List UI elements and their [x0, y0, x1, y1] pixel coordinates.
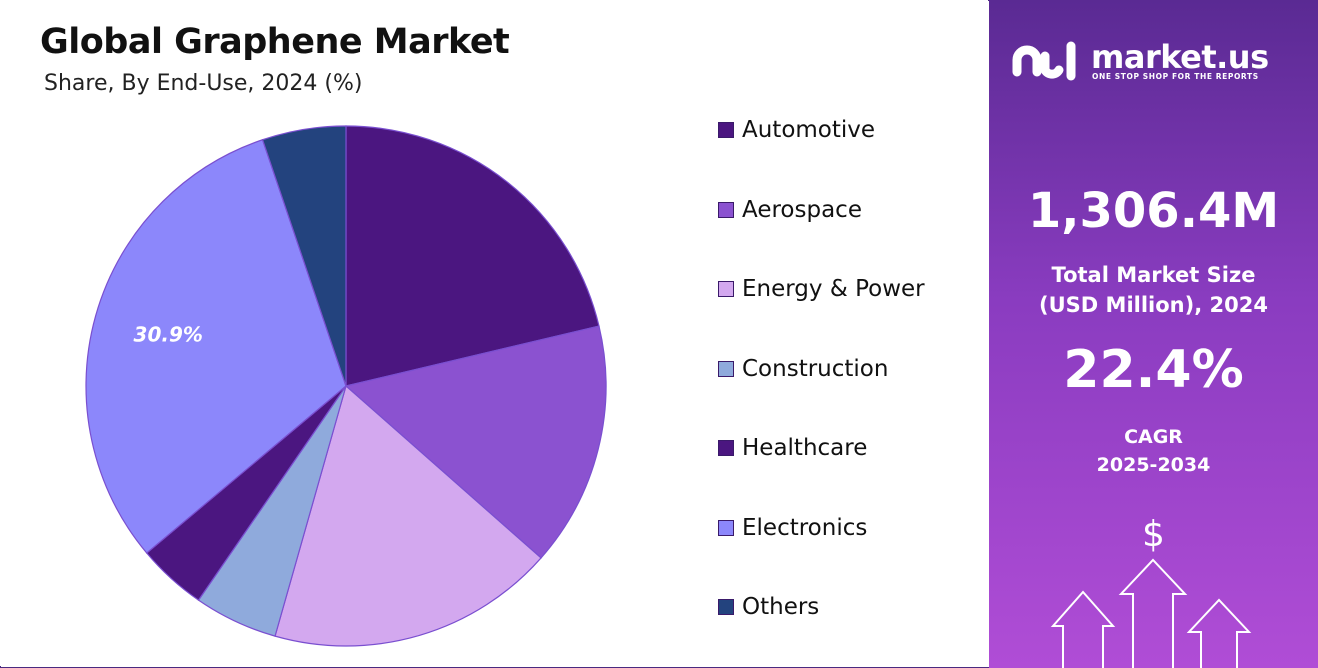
- cagr-label-line2: 2025-2034: [1096, 454, 1211, 476]
- dollar-symbol: $: [1142, 514, 1165, 555]
- data-label-electronics: 30.9%: [134, 323, 203, 347]
- pie-slice-others: [261, 125, 347, 387]
- market-us-logo-icon: [1012, 41, 1076, 81]
- legend-swatch: [718, 599, 734, 615]
- legend-swatch: [718, 122, 734, 138]
- pie-slice-energy-power: [274, 384, 542, 647]
- legend-item-energy-power: Energy & Power: [718, 271, 925, 307]
- cagr-value: 22.4%: [1063, 340, 1244, 400]
- legend-swatch: [718, 201, 734, 218]
- legend-label: Healthcare: [742, 435, 868, 461]
- pie-slice-aerospace: [344, 325, 607, 559]
- legend-label: Electronics: [742, 514, 868, 541]
- market-size-value: 1,306.4M: [1027, 183, 1280, 239]
- legend-label: Automotive: [742, 117, 876, 143]
- chart-panel: Global Graphene Market Share, By End-Use…: [40, 22, 925, 647]
- legend-item-others: Others: [718, 589, 819, 625]
- legend-item-electronics: Electronics: [718, 510, 867, 546]
- legend-label: Others: [742, 594, 820, 620]
- legend-item-aerospace: Aerospace: [718, 192, 862, 228]
- brand-logo: market.us ONE STOP SHOP FOR THE REPORTS: [1009, 36, 1309, 86]
- chart-title: Global Graphene Market: [40, 22, 510, 62]
- legend-swatch: [718, 440, 734, 456]
- summary-panel: market.us ONE STOP SHOP FOR THE REPORTS …: [989, 0, 1318, 668]
- pie-slice-automotive: [345, 125, 600, 387]
- legend-item-construction: Construction: [718, 351, 888, 387]
- brand-name: market.us: [1091, 38, 1269, 76]
- market-size-label-line1: Total Market Size: [1051, 263, 1256, 287]
- legend-label: Aerospace: [742, 196, 862, 223]
- cagr-label-line1: CAGR: [1124, 426, 1183, 448]
- legend-label: Construction: [742, 355, 889, 382]
- pie-chart: 30.9%: [85, 125, 607, 647]
- legend-swatch: [718, 281, 734, 297]
- chart-subtitle: Share, By End-Use, 2024 (%): [44, 71, 363, 96]
- pie-slice-electronics: [85, 138, 347, 554]
- legend-item-automotive: Automotive: [718, 112, 875, 148]
- legend-swatch: [718, 519, 734, 536]
- brand-tagline: ONE STOP SHOP FOR THE REPORTS: [1092, 72, 1259, 81]
- market-size-label-line2: (USD Million), 2024: [1039, 293, 1268, 317]
- legend-item-healthcare: Healthcare: [718, 430, 867, 466]
- growth-arrows-icon: [1050, 558, 1252, 668]
- legend-swatch: [718, 360, 734, 377]
- legend-label: Energy & Power: [742, 276, 925, 302]
